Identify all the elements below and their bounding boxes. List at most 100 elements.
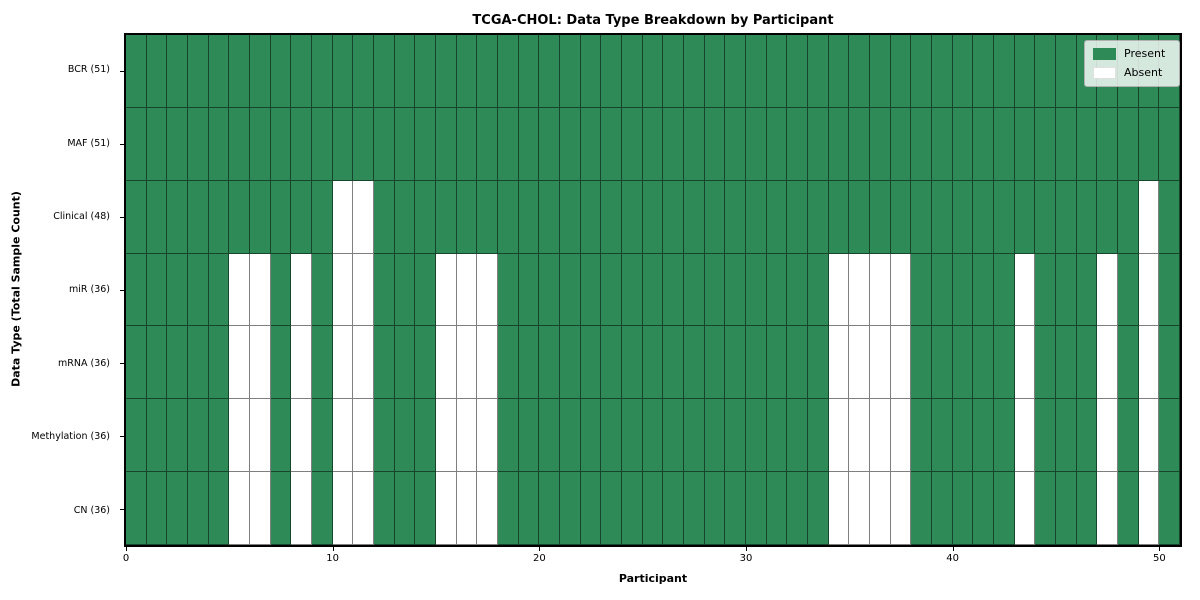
matrix-cell-present: [683, 399, 705, 473]
matrix-cell-present: [993, 107, 1015, 181]
matrix-cell-present: [890, 107, 912, 181]
matrix-cell-absent: [849, 253, 870, 327]
matrix-cell-present: [456, 35, 478, 108]
matrix-cell-present: [518, 107, 540, 181]
matrix-cell-present: [249, 180, 271, 254]
matrix-cell-absent: [869, 326, 891, 400]
matrix-cell-present: [1035, 107, 1056, 181]
x-tick-label: 50: [1152, 553, 1166, 564]
matrix-cell-present: [415, 399, 436, 473]
matrix-cell-present: [642, 253, 664, 327]
matrix-cell-present: [807, 326, 829, 400]
matrix-cell-present: [167, 253, 188, 327]
matrix-cell-present: [931, 253, 953, 327]
matrix-cell-present: [601, 399, 622, 473]
matrix-cell-present: [1076, 180, 1098, 254]
matrix-cell-present: [146, 107, 168, 181]
matrix-cell-absent: [353, 399, 374, 473]
y-tick-mark: [120, 435, 124, 437]
matrix-cell-present: [642, 107, 664, 181]
matrix-cell-present: [642, 35, 664, 108]
matrix-cell-present: [745, 399, 767, 473]
matrix-cell-present: [497, 107, 519, 181]
matrix-cell-present: [270, 399, 292, 473]
matrix-cell-present: [146, 35, 168, 108]
matrix-cell-present: [973, 399, 994, 473]
matrix-cell-present: [311, 180, 333, 254]
matrix-cell-present: [1159, 180, 1180, 254]
matrix-cell-present: [663, 472, 684, 545]
matrix-cell-present: [146, 253, 168, 327]
matrix-cell-present: [787, 180, 808, 254]
matrix-cell-present: [270, 180, 292, 254]
matrix-cell-absent: [1138, 326, 1160, 400]
matrix-cell-present: [601, 180, 622, 254]
matrix-cell-present: [167, 326, 188, 400]
matrix-cell-present: [621, 180, 643, 254]
y-tick-mark: [120, 144, 124, 146]
matrix-cell-absent: [477, 472, 498, 545]
y-tick-label: mRNA (36): [58, 357, 110, 369]
matrix-cell-absent: [828, 399, 850, 473]
matrix-cell-present: [559, 253, 581, 327]
matrix-cell-present: [704, 253, 726, 327]
matrix-cell-present: [993, 472, 1015, 545]
matrix-cell-present: [311, 472, 333, 545]
matrix-cell-present: [663, 180, 684, 254]
matrix-cell-present: [745, 35, 767, 108]
matrix-cell-present: [683, 326, 705, 400]
matrix-cell-present: [126, 180, 147, 254]
matrix-cell-present: [787, 107, 808, 181]
matrix-cell-present: [704, 472, 726, 545]
matrix-cell-present: [745, 107, 767, 181]
matrix-cell-present: [1117, 399, 1139, 473]
matrix-cell-present: [394, 399, 416, 473]
matrix-cell-present: [869, 35, 891, 108]
matrix-cell-present: [539, 399, 560, 473]
matrix-cell-absent: [869, 253, 891, 327]
matrix-cell-present: [952, 180, 974, 254]
matrix-cell-present: [993, 399, 1015, 473]
matrix-cell-present: [849, 35, 870, 108]
y-axis-title: Data Type (Total Sample Count): [9, 191, 23, 387]
x-tick-label: 20: [532, 553, 546, 564]
matrix-cell-present: [1055, 253, 1077, 327]
matrix-cell-present: [911, 180, 932, 254]
matrix-cell-present: [931, 107, 953, 181]
matrix-cell-present: [229, 35, 250, 108]
matrix-cell-present: [539, 180, 560, 254]
matrix-cell-absent: [1014, 253, 1036, 327]
matrix-cell-present: [849, 107, 870, 181]
matrix-cell-present: [601, 253, 622, 327]
matrix-cell-present: [477, 35, 498, 108]
matrix-cell-present: [208, 472, 230, 545]
matrix-cell-present: [126, 399, 147, 473]
matrix-cell-present: [332, 35, 354, 108]
matrix-cell-present: [807, 399, 829, 473]
matrix-cell-present: [580, 399, 602, 473]
matrix-cell-absent: [828, 326, 850, 400]
matrix-cell-present: [973, 35, 994, 108]
matrix-cell-present: [270, 253, 292, 327]
matrix-cell-present: [1076, 399, 1098, 473]
matrix-cell-present: [1055, 472, 1077, 545]
matrix-cell-absent: [1097, 253, 1118, 327]
y-tick-mark: [120, 217, 124, 219]
matrix-cell-absent: [332, 399, 354, 473]
matrix-cell-present: [993, 326, 1015, 400]
matrix-cell-present: [373, 107, 395, 181]
matrix-cell-present: [1159, 326, 1180, 400]
matrix-cell-absent: [229, 472, 250, 545]
matrix-cell-present: [394, 180, 416, 254]
matrix-cell-present: [373, 326, 395, 400]
y-axis-tick-labels: BCR (51) MAF (51) Clinical (48) miR (36) mRN…: [0, 33, 119, 547]
matrix-cell-present: [766, 107, 788, 181]
matrix-cell-present: [456, 180, 478, 254]
matrix-cell-present: [683, 472, 705, 545]
matrix-cell-present: [601, 107, 622, 181]
matrix-cell-present: [311, 35, 333, 108]
matrix-cell-present: [497, 399, 519, 473]
matrix-cell-present: [973, 253, 994, 327]
matrix-cell-present: [725, 472, 746, 545]
matrix-cell-absent: [1138, 253, 1160, 327]
